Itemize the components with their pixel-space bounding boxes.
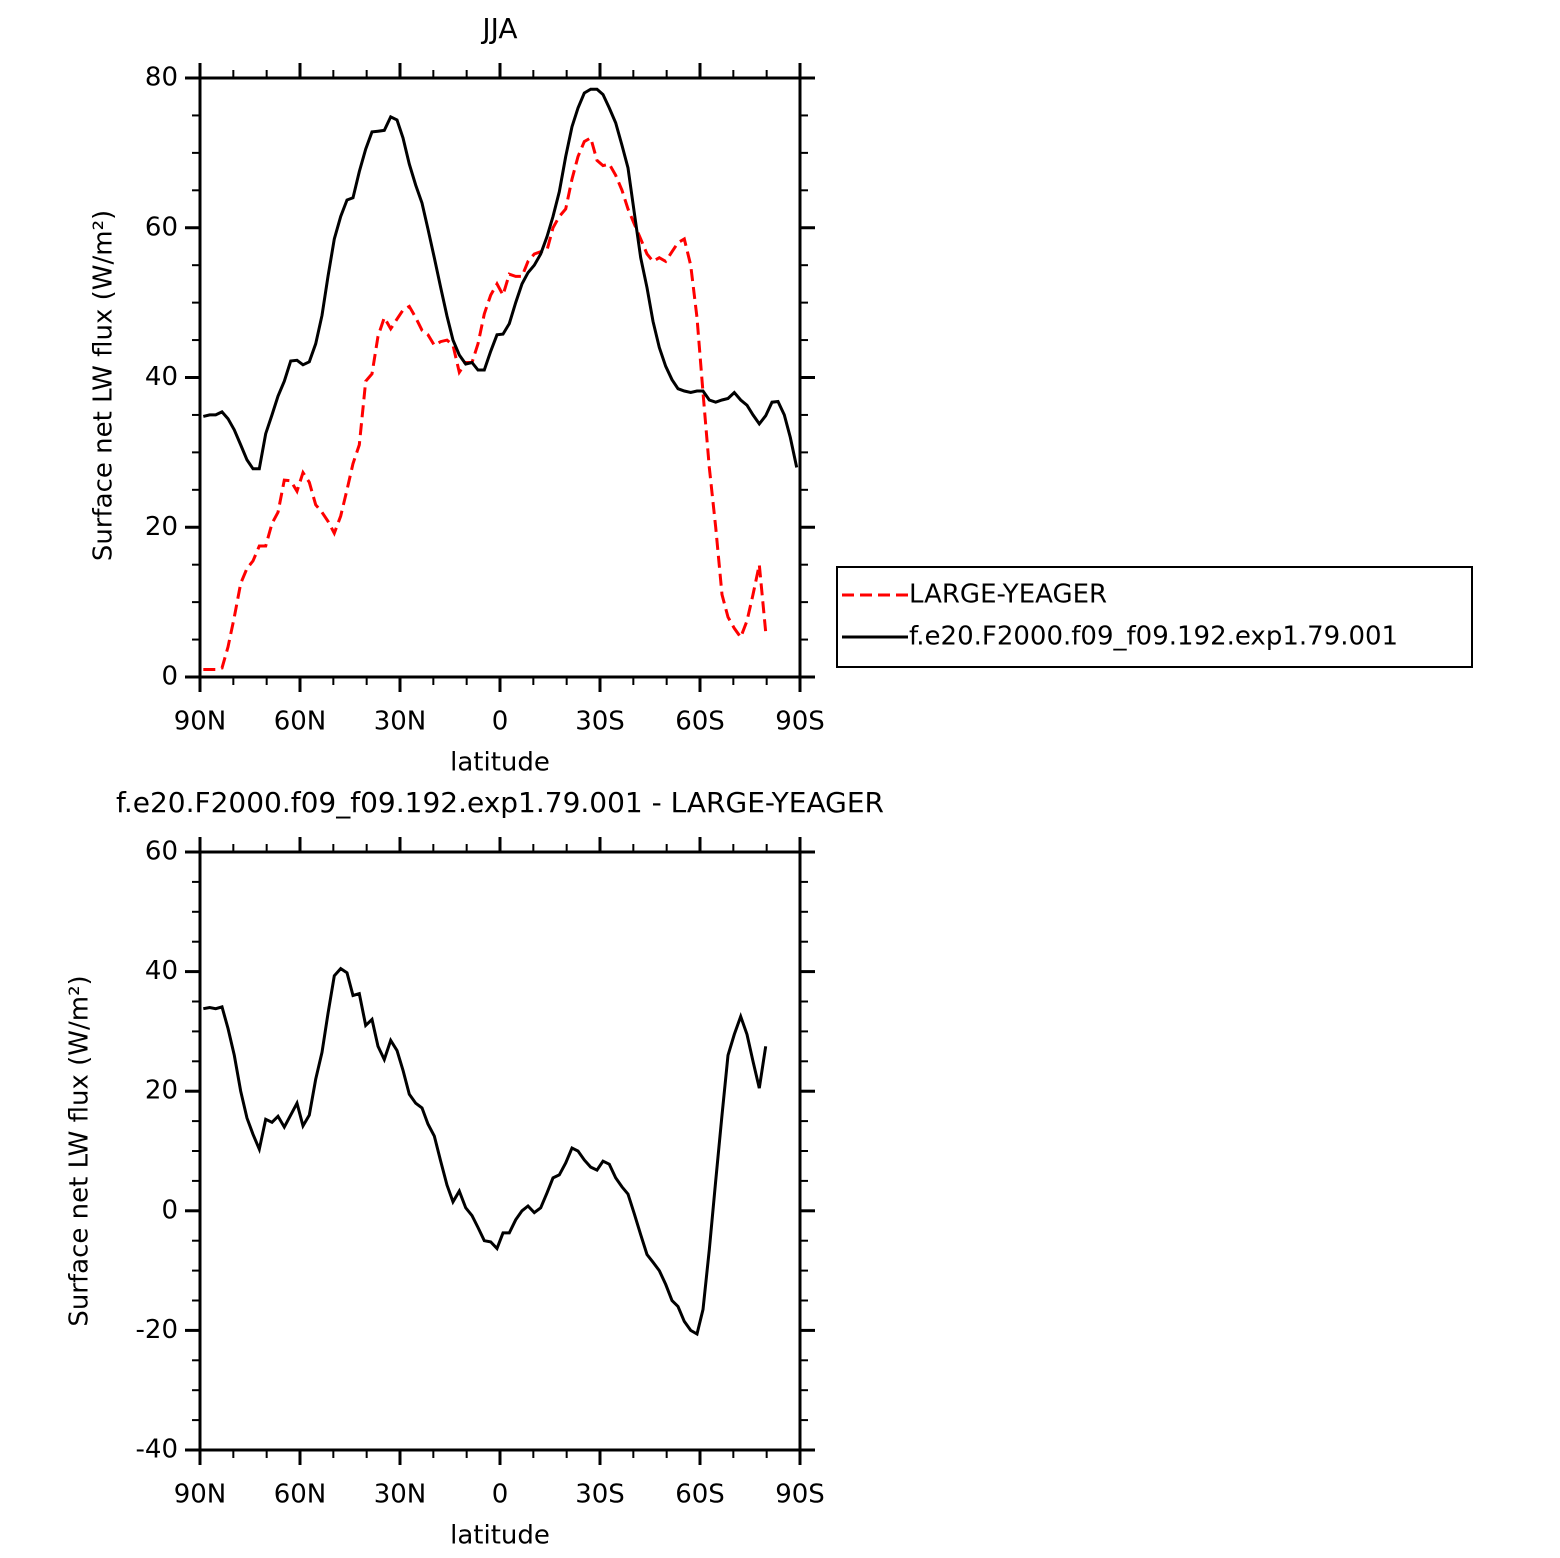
y-tick-label: 20 bbox=[145, 1076, 178, 1106]
x-tick-label: 60N bbox=[274, 1480, 327, 1510]
y-tick-label: 40 bbox=[145, 362, 178, 392]
x-tick-label: 60N bbox=[274, 707, 327, 737]
y-axis-label: Surface net LW flux (W/m²) bbox=[65, 975, 95, 1326]
legend-label: f.e20.F2000.f09_f09.192.exp1.79.001 bbox=[909, 622, 1398, 652]
x-axis-label: latitude bbox=[450, 1521, 550, 1551]
x-tick-label: 30N bbox=[374, 1480, 427, 1510]
data-line bbox=[203, 135, 768, 671]
x-tick-label: 60S bbox=[675, 1480, 725, 1510]
y-tick-label: 60 bbox=[145, 837, 178, 867]
x-tick-label: 90N bbox=[174, 707, 227, 737]
x-tick-label: 30S bbox=[575, 1480, 625, 1510]
x-tick-label: 0 bbox=[492, 1480, 509, 1510]
plot-frame bbox=[198, 850, 802, 1452]
y-tick-label: 0 bbox=[161, 1195, 178, 1225]
x-tick-label: 90N bbox=[174, 1480, 227, 1510]
x-tick-label: 0 bbox=[492, 707, 509, 737]
data-line bbox=[203, 966, 768, 1337]
chart-title: f.e20.F2000.f09_f09.192.exp1.79.001 - LA… bbox=[116, 786, 884, 819]
chart-title: JJA bbox=[480, 12, 517, 45]
y-tick-label: 60 bbox=[145, 212, 178, 242]
x-tick-label: 60S bbox=[675, 707, 725, 737]
x-tick-label: 30S bbox=[575, 707, 625, 737]
legend-box bbox=[836, 566, 1473, 668]
y-tick-label: -40 bbox=[136, 1435, 178, 1465]
y-tick-label: 80 bbox=[145, 63, 178, 93]
x-axis-label: latitude bbox=[450, 748, 550, 778]
x-tick-label: 90S bbox=[775, 707, 825, 737]
y-axis-label: Surface net LW flux (W/m²) bbox=[89, 210, 119, 561]
data-line bbox=[202, 87, 799, 471]
y-tick-label: -20 bbox=[136, 1315, 178, 1345]
x-tick-label: 90S bbox=[775, 1480, 825, 1510]
plot-frame bbox=[198, 76, 802, 679]
y-tick-label: 20 bbox=[145, 512, 178, 542]
y-tick-label: 40 bbox=[145, 956, 178, 986]
x-tick-label: 30N bbox=[374, 707, 427, 737]
y-tick-label: 0 bbox=[161, 662, 178, 692]
legend-label: LARGE-YEAGER bbox=[909, 580, 1107, 610]
